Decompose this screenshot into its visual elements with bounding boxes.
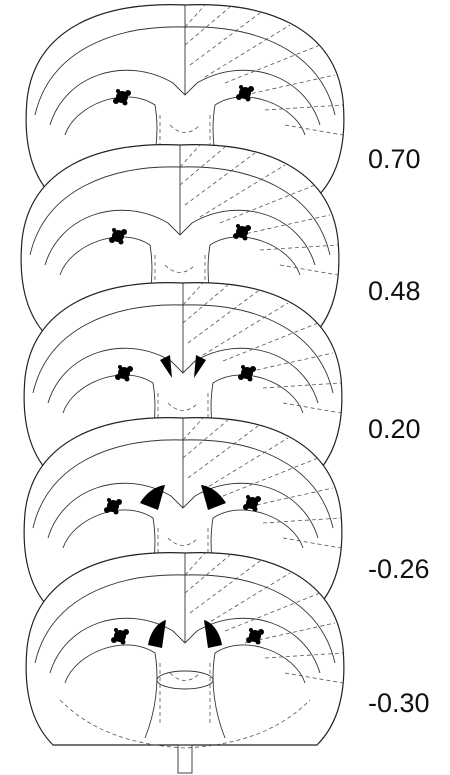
section-5: [26, 553, 344, 773]
level-label: 0.20: [368, 414, 421, 444]
level-label: 0.48: [368, 276, 421, 306]
level-label: 0.70: [368, 144, 421, 174]
level-label: -0.26: [368, 554, 430, 584]
level-label: -0.30: [368, 688, 430, 718]
levels: 0.70 0.48 0.20 -0.26 -0.30: [368, 144, 430, 718]
figure: 0.70 0.48 0.20 -0.26 -0.30: [0, 0, 450, 775]
page: {"levels": ["0.70", "0.48", "0.20", "-0.…: [0, 0, 450, 775]
